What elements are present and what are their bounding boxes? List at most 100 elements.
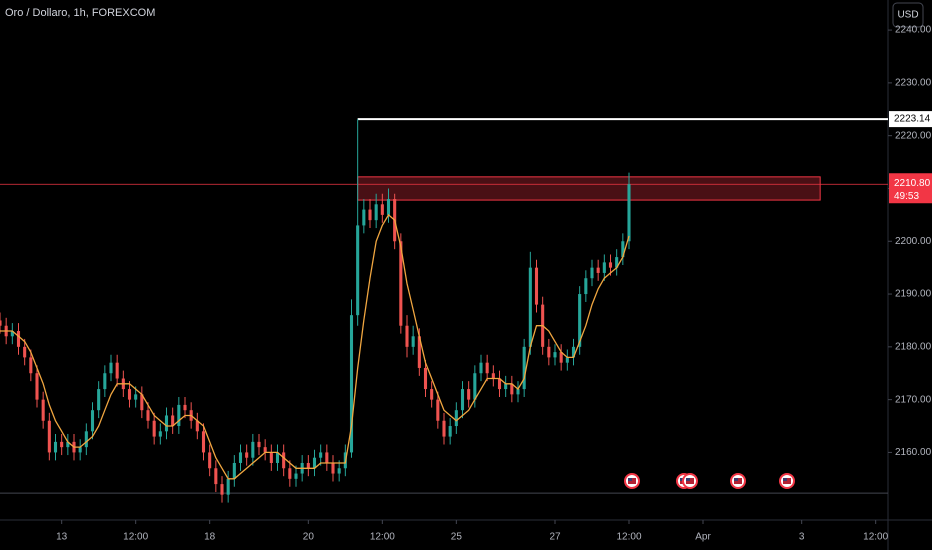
candle-body	[251, 441, 255, 458]
candle-body	[349, 315, 354, 453]
candle-body	[103, 373, 107, 390]
x-tick-label: 18	[204, 532, 216, 543]
candle-body	[497, 378, 502, 390]
candle-body	[615, 257, 619, 268]
candle-body	[504, 383, 508, 390]
candle-body	[183, 404, 187, 411]
level-label-box	[889, 111, 932, 128]
candle-body	[528, 267, 532, 347]
candle-body	[84, 431, 88, 448]
candle-body	[362, 209, 366, 226]
candle-body	[479, 362, 483, 374]
chart-title: Oro / Dollaro, 1h, FOREXCOM	[5, 7, 155, 19]
candle-body	[226, 478, 230, 495]
x-tick-label: 3	[799, 532, 805, 543]
event-icon[interactable]	[682, 473, 698, 489]
countdown-label: 49:53	[894, 191, 919, 202]
y-tick-label: 2230.00	[895, 78, 932, 89]
candle-body	[436, 399, 440, 421]
candle-body	[275, 452, 280, 463]
zone	[357, 176, 821, 201]
event-icon[interactable]	[730, 473, 746, 489]
candle-body	[454, 410, 458, 427]
candle-body	[282, 452, 286, 469]
y-tick-label: 2170.00	[895, 394, 932, 405]
candle-body	[201, 431, 206, 453]
event-icon[interactable]	[779, 473, 795, 489]
candle-body	[417, 336, 421, 368]
candle-body	[405, 325, 409, 347]
candle-body	[288, 468, 292, 479]
candle-body	[491, 373, 495, 379]
candle-body	[214, 468, 218, 485]
x-tick-label: 12:00	[863, 532, 888, 543]
x-tick-label: 20	[303, 532, 315, 543]
candle-body	[571, 346, 576, 358]
currency-label[interactable]: USD	[897, 10, 918, 21]
candle-body	[312, 457, 317, 469]
candle-body	[337, 468, 341, 474]
candle-body	[41, 399, 45, 421]
candle-body	[534, 267, 539, 305]
candle-body	[16, 331, 21, 347]
last-price-box	[889, 173, 932, 204]
candle-body	[146, 410, 150, 421]
candle-body	[177, 404, 181, 427]
candle-body	[306, 462, 310, 469]
candle-body	[220, 484, 224, 495]
candle-body	[78, 447, 82, 453]
candle-body	[245, 452, 249, 458]
candle-body	[152, 420, 156, 437]
candle-body	[448, 426, 452, 437]
candle-body	[430, 389, 434, 400]
x-tick-label: Apr	[695, 532, 711, 543]
x-tick-label: 12:00	[616, 532, 641, 543]
candle-body	[467, 389, 471, 400]
candle-body	[90, 410, 95, 432]
candle-body	[158, 431, 162, 437]
candle-body	[140, 394, 144, 411]
candle-body	[263, 447, 267, 453]
event-icon[interactable]	[624, 473, 640, 489]
candle-body	[368, 209, 372, 221]
candle-body	[10, 331, 14, 337]
candle-body	[596, 267, 600, 273]
candle-body	[238, 452, 243, 463]
candle-body	[0, 320, 2, 326]
candle-body	[171, 415, 175, 427]
candle-body	[547, 346, 551, 358]
event-icons	[624, 473, 795, 489]
candle-body	[319, 452, 323, 458]
x-tick-label: 12:00	[123, 532, 148, 543]
candle-body	[627, 184, 631, 242]
y-tick-label: 2160.00	[895, 447, 932, 458]
candle-body	[331, 462, 335, 474]
level-label: 2223.14	[894, 114, 931, 125]
y-tick-label: 2240.00	[895, 25, 932, 36]
candle-body	[590, 267, 594, 279]
candle-body	[23, 346, 27, 358]
candle-body	[164, 415, 169, 432]
currency-button[interactable]	[892, 2, 924, 28]
candle-body	[522, 346, 526, 390]
candle-body	[60, 441, 64, 448]
candle-body	[442, 420, 446, 437]
candle-body	[553, 352, 557, 358]
candle-body	[559, 352, 563, 363]
candle-body	[578, 294, 582, 347]
x-tick-label: 12:00	[370, 532, 395, 543]
candle-body	[195, 420, 199, 432]
last-price-label: 2210.80	[894, 178, 931, 189]
candle-body	[257, 441, 261, 448]
candle-body	[510, 383, 514, 395]
candle-body	[294, 473, 298, 479]
candle-body	[565, 357, 569, 363]
y-tick-label: 2190.00	[895, 289, 932, 300]
candle-body	[109, 362, 113, 374]
candle-body	[127, 389, 132, 400]
candle-body	[380, 204, 384, 215]
x-tick-label: 27	[549, 532, 561, 543]
candle-body	[356, 225, 360, 316]
